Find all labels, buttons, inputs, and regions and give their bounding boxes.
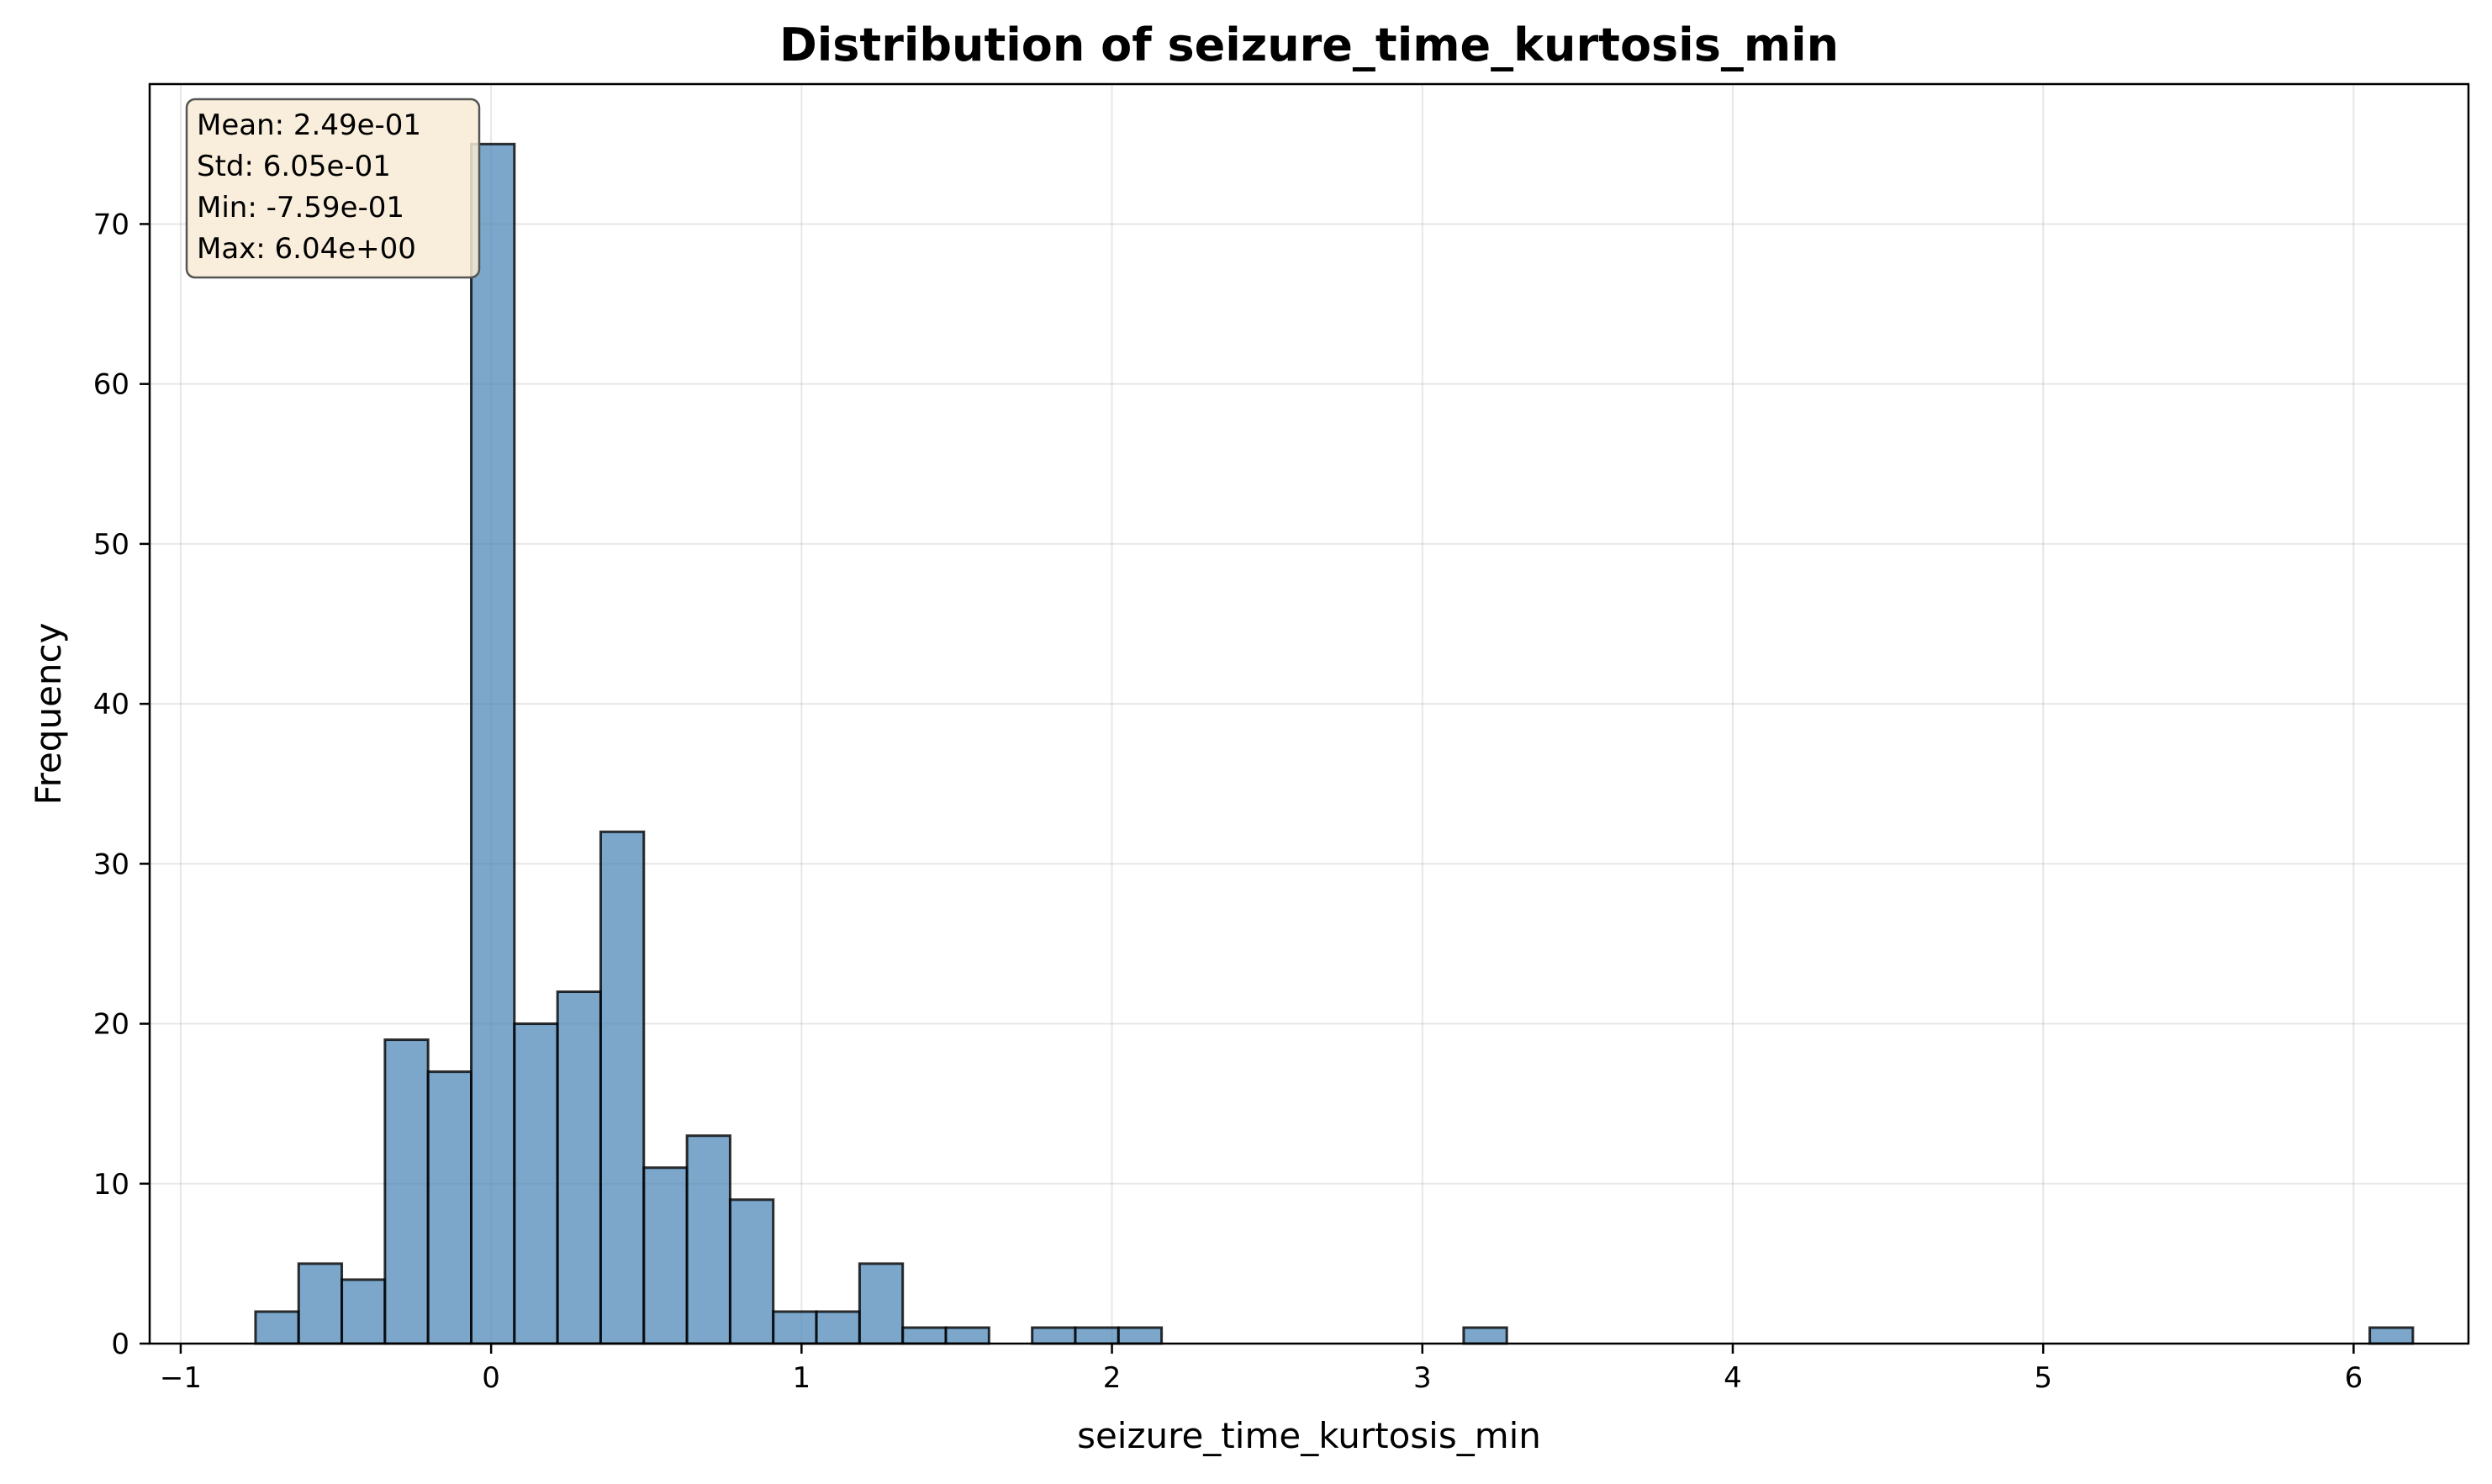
y-tick-label: 0 <box>111 1328 129 1361</box>
histogram-bar <box>383 1038 430 1345</box>
histogram-bar <box>513 1022 559 1345</box>
y-tick-label: 60 <box>93 368 129 402</box>
x-tick-label: 6 <box>2345 1361 2363 1395</box>
histogram-bar <box>2368 1326 2415 1345</box>
histogram-bar <box>297 1262 344 1345</box>
x-axis-ticks: −1 0 1 2 3 4 5 6 <box>160 1344 2363 1395</box>
histogram-bar <box>728 1198 775 1345</box>
y-axis-label: Frequency <box>28 623 69 805</box>
histogram-bars <box>254 142 2415 1345</box>
x-axis-label: seizure_time_kurtosis_min <box>1077 1415 1541 1456</box>
x-tick-label: 0 <box>482 1361 500 1395</box>
histogram-bar <box>1031 1326 1077 1345</box>
x-tick-label: 5 <box>2034 1361 2052 1395</box>
y-axis-ticks: 0 10 20 30 40 50 60 70 <box>93 208 150 1361</box>
histogram-bar <box>341 1278 387 1345</box>
histogram-bar <box>470 142 516 1345</box>
histogram-bar <box>556 990 602 1345</box>
histogram-bar <box>1117 1326 1164 1345</box>
histogram-bar <box>426 1070 473 1345</box>
x-tick-label: −1 <box>160 1361 202 1395</box>
histogram-bar <box>772 1310 818 1345</box>
histogram-bar <box>642 1166 689 1345</box>
y-tick-label: 70 <box>93 208 129 241</box>
stats-min: Min: -7.59e-01 <box>197 191 404 224</box>
histogram-bar <box>599 830 646 1345</box>
histogram-bar <box>685 1134 731 1345</box>
histogram-bar <box>815 1310 861 1345</box>
stats-box: Mean: 2.49e-01 Std: 6.05e-01 Min: -7.59e… <box>185 98 481 279</box>
chart-title: Distribution of seizure_time_kurtosis_mi… <box>779 18 1839 71</box>
histogram-bar <box>858 1262 905 1345</box>
histogram-bar <box>1074 1326 1120 1345</box>
histogram-bar <box>1462 1326 1508 1345</box>
y-tick-label: 50 <box>93 528 129 562</box>
x-tick-label: 3 <box>1413 1361 1432 1395</box>
x-tick-label: 2 <box>1103 1361 1122 1395</box>
histogram-bar <box>944 1326 990 1345</box>
plot-frame <box>148 82 2470 1345</box>
stats-std: Std: 6.05e-01 <box>197 150 391 183</box>
y-tick-label: 10 <box>93 1168 129 1201</box>
stats-box-background <box>185 98 481 279</box>
y-tick-label: 40 <box>93 688 129 721</box>
x-tick-label: 1 <box>793 1361 811 1395</box>
stats-max: Max: 6.04e+00 <box>197 232 416 266</box>
histogram-bar <box>254 1310 300 1345</box>
histogram-bar <box>901 1326 948 1345</box>
y-tick-label: 20 <box>93 1008 129 1042</box>
x-tick-label: 4 <box>1724 1361 1742 1395</box>
stats-mean: Mean: 2.49e-01 <box>197 108 421 142</box>
y-tick-label: 30 <box>93 848 129 881</box>
